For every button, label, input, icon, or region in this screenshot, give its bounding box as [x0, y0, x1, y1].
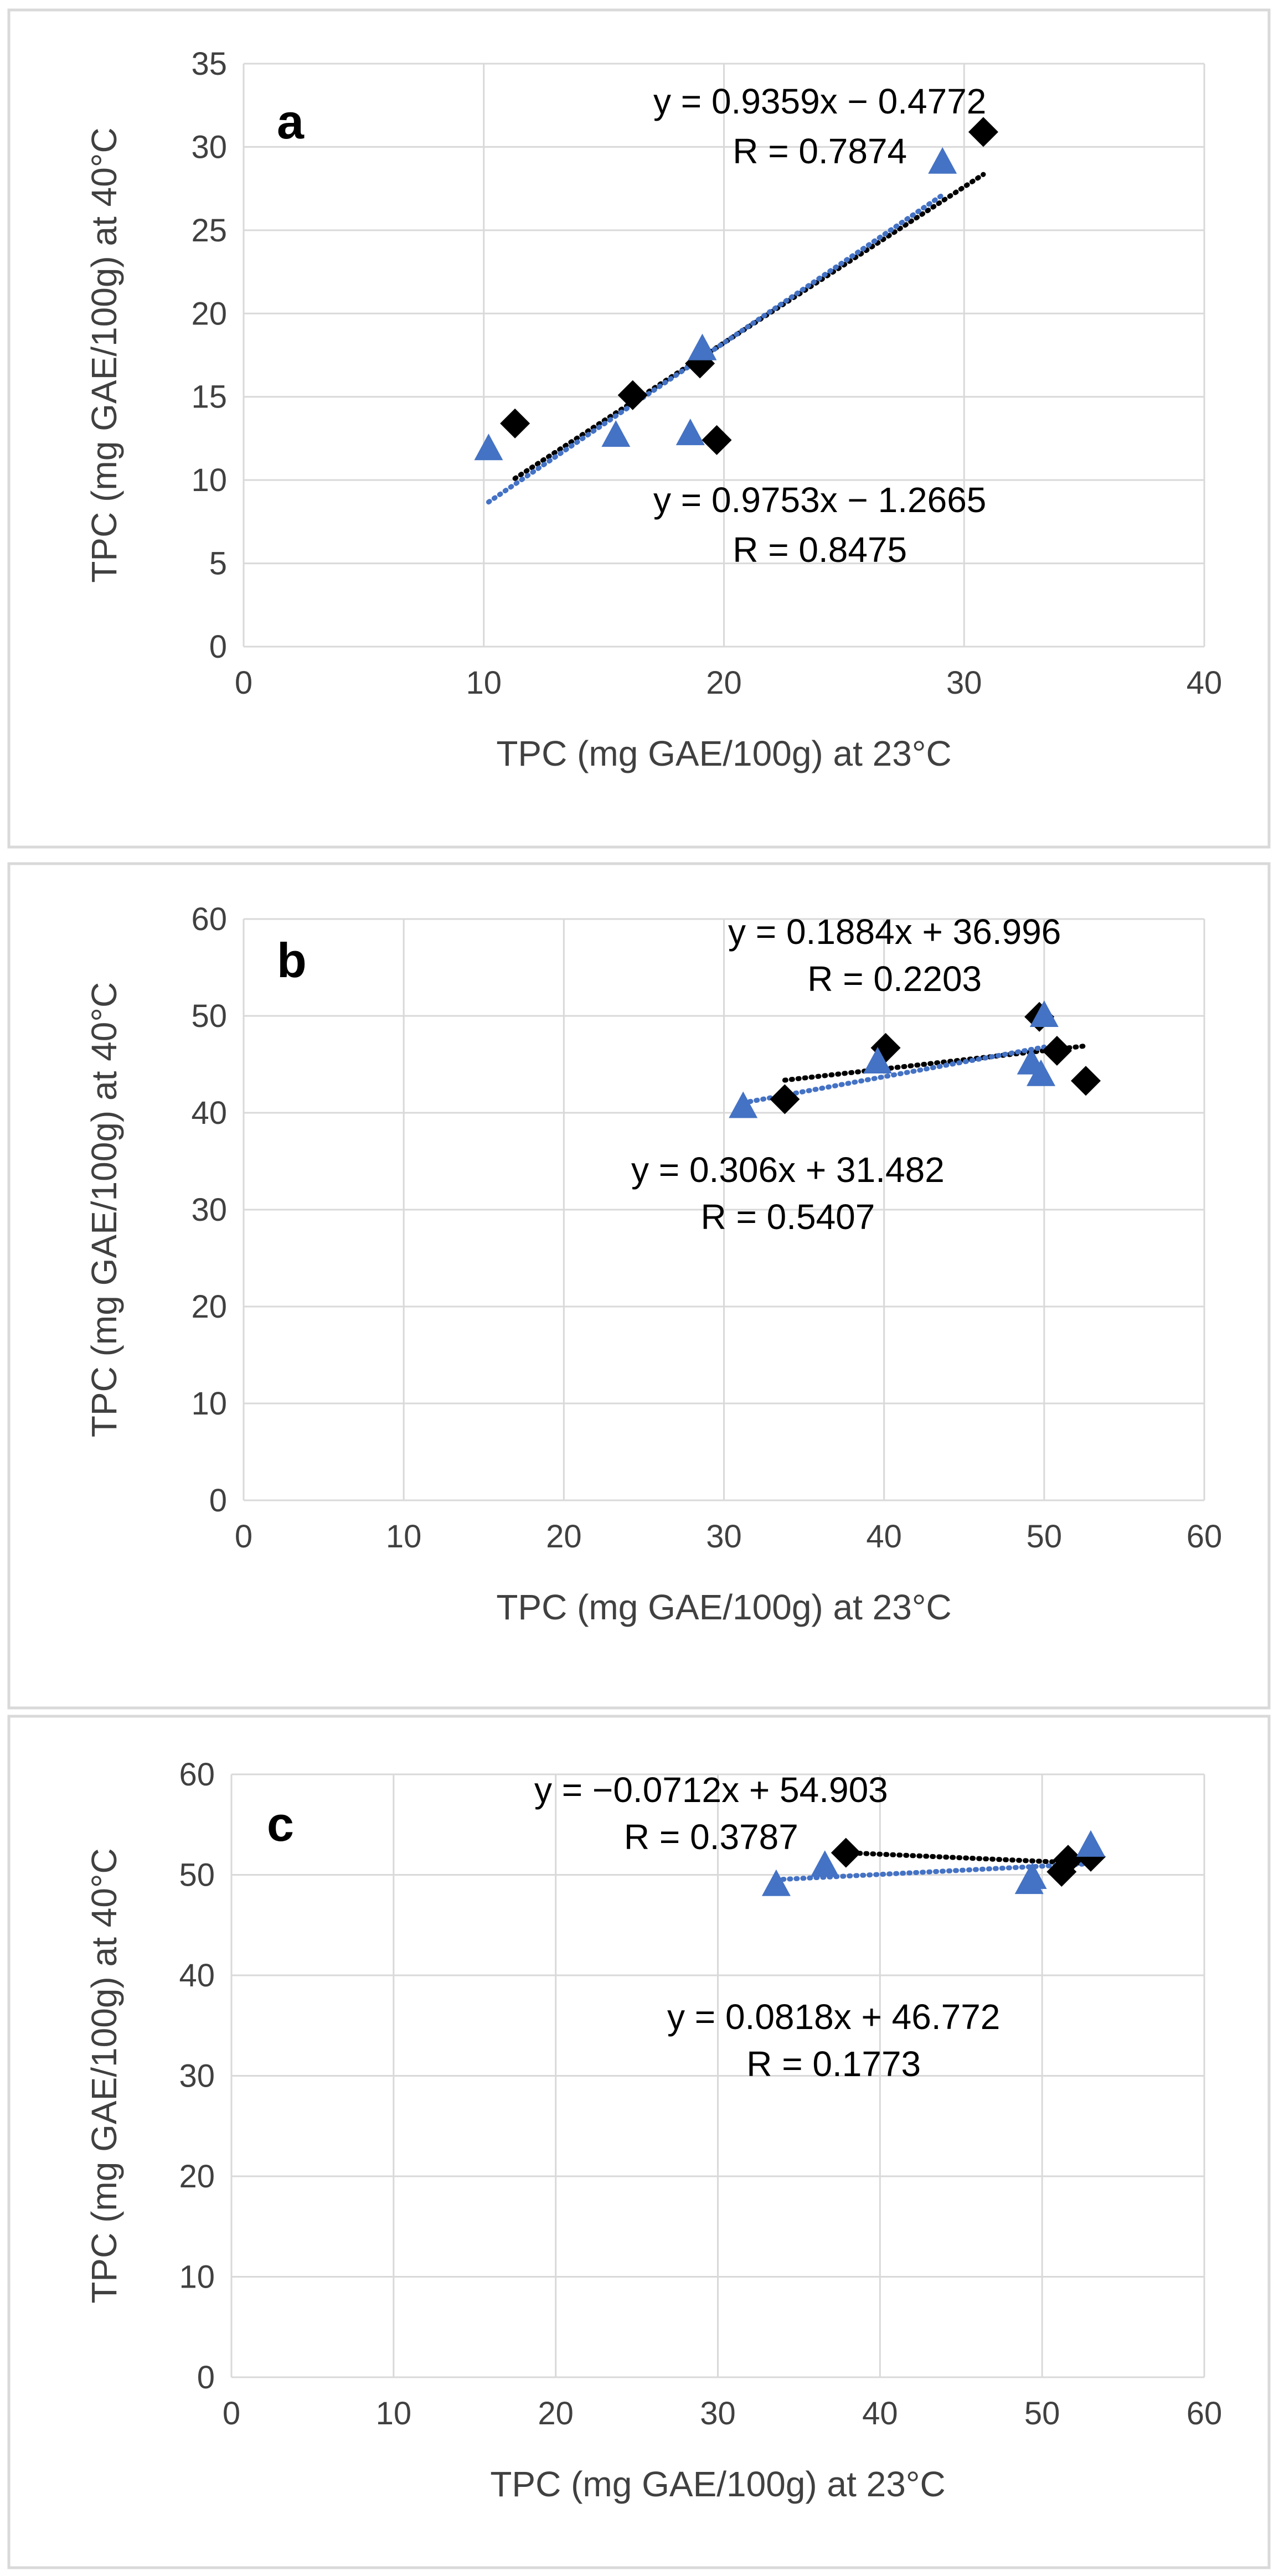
trend-equation: y = 0.1884x + 36.996	[728, 912, 1061, 952]
data-point-triangle	[729, 1091, 758, 1118]
y-tick-label: 50	[179, 1857, 215, 1893]
trend-equation: y = 0.306x + 31.482	[631, 1150, 945, 1190]
x-tick-label: 60	[1187, 2396, 1223, 2432]
trend-r-value: R = 0.2203	[807, 959, 982, 999]
x-tick-label: 0	[223, 2396, 240, 2432]
y-tick-label: 20	[179, 2159, 215, 2195]
y-tick-label: 10	[179, 2259, 215, 2295]
panel-c: 0 10 20 30 40 50 60 0 10 20 30 40 50 60 TPC (mg GAE/10…	[7, 1715, 1271, 2569]
y-tick-label: 30	[191, 1192, 227, 1228]
x-tick-label: 50	[1027, 1519, 1063, 1555]
data-point-triangle	[1027, 1059, 1056, 1086]
y-tick-label: 25	[191, 213, 227, 249]
y-tick-label: 0	[209, 629, 227, 665]
panel-letter: c	[267, 1797, 294, 1851]
x-tick-label: 10	[376, 2396, 412, 2432]
trend-r-value: R = 0.1773	[746, 2044, 921, 2084]
y-tick-label: 35	[191, 46, 227, 82]
trendline-diamond	[782, 1043, 1089, 1083]
data-point-triangle	[688, 333, 717, 360]
x-tick-label: 10	[386, 1519, 422, 1555]
trend-r-value: R = 0.7874	[733, 131, 907, 171]
x-tick-label: 0	[235, 1519, 252, 1555]
y-tick-label: 10	[191, 1386, 227, 1422]
data-point-triangle	[675, 419, 705, 446]
y-tick-label: 30	[191, 129, 227, 165]
data-point-triangle	[1076, 1830, 1106, 1857]
data-point-triangle	[1029, 1000, 1059, 1027]
panel-letter: a	[277, 94, 305, 149]
y-tick-label: 60	[179, 1757, 215, 1793]
trend-equation: y = −0.0712x + 54.903	[534, 1770, 888, 1810]
gridlines	[230, 1773, 1205, 2378]
y-axis-title: TPC (mg GAE/100g) at 40°C	[84, 1848, 124, 2303]
x-tick-label: 30	[946, 665, 982, 701]
x-tick-label: 50	[1024, 2396, 1060, 2432]
data-point-triangle	[761, 1869, 791, 1896]
y-tick-label: 20	[191, 296, 227, 332]
data-point-diamond	[500, 408, 530, 438]
y-tick-label: 60	[191, 901, 227, 937]
trendline-triangle	[486, 192, 945, 505]
trend-r-value: R = 0.8475	[733, 530, 907, 570]
x-tick-label: 40	[866, 1519, 902, 1555]
x-tick-label: 20	[538, 2396, 574, 2432]
y-tick-label: 50	[191, 998, 227, 1034]
y-tick-label: 40	[179, 1958, 215, 1994]
y-tick-label: 0	[209, 1483, 227, 1519]
y-tick-label: 30	[179, 2058, 215, 2094]
panel-letter: b	[277, 933, 307, 988]
data-point-diamond	[617, 380, 648, 410]
x-tick-label: 30	[706, 1519, 742, 1555]
y-tick-label: 10	[191, 462, 227, 498]
x-axis-title: TPC (mg GAE/100g) at 23°C	[496, 1587, 951, 1627]
x-axis-title: TPC (mg GAE/100g) at 23°C	[496, 734, 951, 773]
x-tick-label: 0	[235, 665, 252, 701]
y-axis-title: TPC (mg GAE/100g) at 40°C	[84, 127, 124, 582]
panel-b: 0 10 20 30 40 50 60 0 10 20 30 40 50 60 TPC (mg GAE/10…	[7, 862, 1271, 1710]
data-point-triangle	[601, 420, 631, 447]
y-tick-label: 40	[191, 1095, 227, 1131]
data-point-diamond	[968, 117, 998, 147]
x-tick-label: 20	[546, 1519, 582, 1555]
data-point-triangle	[474, 433, 503, 461]
panel-a: 0 10 20 30 40 0 5 10 15 20 25 30 35 TPC (mg GAE/100g)…	[7, 8, 1271, 849]
y-tick-label: 5	[209, 546, 227, 582]
data-point-triangle	[863, 1046, 893, 1073]
x-tick-label: 60	[1187, 1519, 1223, 1555]
data-point-diamond	[770, 1084, 800, 1114]
data-point-diamond	[831, 1837, 861, 1868]
panel-frame	[7, 862, 1271, 1710]
trendline-diamond	[843, 1850, 1094, 1866]
x-tick-label: 30	[700, 2396, 736, 2432]
trendline-triangle	[774, 1861, 1094, 1882]
data-point-diamond	[1053, 1845, 1084, 1875]
x-tick-label: 40	[1187, 665, 1223, 701]
x-tick-label: 10	[466, 665, 502, 701]
trend-equation: y = 0.0818x + 46.772	[667, 1997, 1000, 2037]
trend-r-value: R = 0.3787	[624, 1817, 798, 1857]
y-tick-label: 0	[197, 2360, 215, 2396]
x-axis-title: TPC (mg GAE/100g) at 23°C	[490, 2464, 945, 2504]
data-point-triangle	[1018, 1862, 1047, 1889]
x-tick-label: 40	[862, 2396, 898, 2432]
panel-frame	[7, 8, 1271, 849]
data-point-diamond	[1041, 1036, 1072, 1066]
data-point-triangle	[810, 1850, 839, 1877]
trend-equation: y = 0.9753x − 1.2665	[653, 480, 986, 520]
trend-r-value: R = 0.5407	[700, 1197, 875, 1237]
x-tick-label: 20	[706, 665, 742, 701]
trend-equation: y = 0.9359x − 0.4772	[653, 81, 986, 121]
data-point-triangle	[928, 147, 957, 174]
y-tick-label: 20	[191, 1289, 227, 1325]
y-tick-label: 15	[191, 379, 227, 415]
data-point-diamond	[702, 425, 732, 455]
gridlines	[243, 63, 1205, 648]
y-axis-title: TPC (mg GAE/100g) at 40°C	[84, 982, 124, 1437]
data-point-diamond	[1071, 1066, 1101, 1096]
